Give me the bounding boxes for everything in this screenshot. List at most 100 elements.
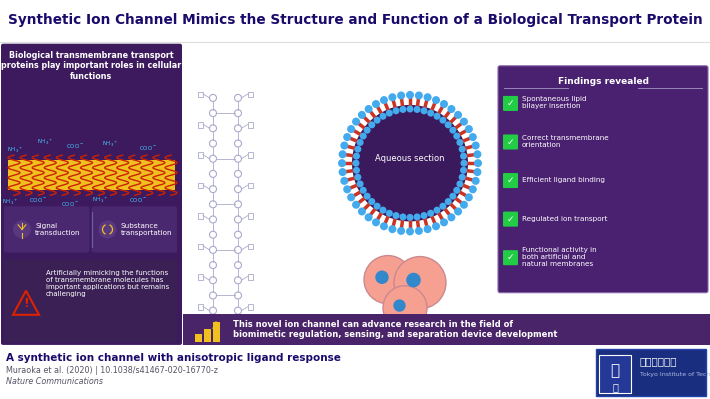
Circle shape [354, 174, 361, 181]
Text: Synthetic Ion Channel Mimics the Structure and Function of a Biological Transpor: Synthetic Ion Channel Mimics the Structu… [8, 14, 702, 28]
Circle shape [432, 96, 440, 104]
Circle shape [469, 133, 477, 141]
Circle shape [424, 225, 432, 233]
Text: Living cells: Living cells [387, 329, 433, 338]
FancyBboxPatch shape [498, 66, 708, 293]
Circle shape [415, 227, 423, 235]
Bar [8, 160, 175, 190]
Circle shape [420, 107, 427, 115]
Circle shape [474, 150, 481, 158]
Circle shape [469, 185, 477, 194]
Circle shape [372, 100, 380, 108]
Text: Functional activity in
both artificial and
natural membranes: Functional activity in both artificial a… [522, 247, 596, 267]
Text: ✓: ✓ [507, 99, 514, 108]
Text: Correct transmembrane
orientation: Correct transmembrane orientation [522, 135, 608, 148]
Circle shape [339, 150, 346, 158]
Circle shape [434, 113, 440, 120]
Text: A synthetic ion channel with anisotropic ligand response: A synthetic ion channel with anisotropic… [6, 353, 341, 363]
Circle shape [459, 174, 466, 181]
Circle shape [339, 168, 346, 176]
Circle shape [358, 207, 366, 215]
Text: Nature Communications: Nature Communications [6, 377, 103, 386]
Text: 工: 工 [611, 363, 620, 379]
Circle shape [440, 218, 448, 226]
Circle shape [386, 110, 393, 117]
Circle shape [407, 214, 413, 221]
Circle shape [459, 146, 466, 153]
FancyBboxPatch shape [503, 250, 518, 265]
Circle shape [347, 193, 355, 201]
FancyBboxPatch shape [503, 134, 518, 150]
Text: COO$^-$: COO$^-$ [139, 144, 157, 152]
Circle shape [397, 227, 405, 235]
Circle shape [413, 106, 420, 113]
Circle shape [454, 111, 462, 119]
Circle shape [388, 93, 396, 101]
Text: NH$_3$$^+$: NH$_3$$^+$ [37, 137, 53, 147]
Circle shape [338, 159, 346, 167]
Circle shape [400, 106, 406, 113]
Circle shape [354, 146, 361, 153]
Text: COO$^-$: COO$^-$ [129, 196, 147, 204]
Circle shape [434, 207, 440, 213]
Circle shape [365, 213, 373, 221]
Circle shape [352, 201, 360, 209]
Circle shape [343, 185, 351, 194]
FancyBboxPatch shape [596, 349, 706, 396]
Circle shape [454, 207, 462, 215]
Circle shape [397, 91, 405, 99]
Circle shape [368, 198, 376, 205]
Text: NH$_3$$^+$: NH$_3$$^+$ [92, 196, 108, 205]
Circle shape [393, 212, 400, 219]
Circle shape [364, 126, 371, 134]
Circle shape [457, 180, 464, 188]
Circle shape [460, 152, 467, 160]
Circle shape [358, 111, 366, 119]
Circle shape [388, 225, 396, 233]
Circle shape [465, 125, 473, 133]
Circle shape [13, 220, 31, 239]
Circle shape [449, 193, 457, 200]
FancyBboxPatch shape [4, 206, 89, 253]
Text: Regulated ion transport: Regulated ion transport [522, 215, 608, 221]
Bar [213, 322, 220, 342]
Circle shape [368, 121, 376, 128]
Text: Efficient ligand binding: Efficient ligand binding [522, 177, 605, 183]
Text: Artificially mimicking the functions
of transmembrane molecules has
important ap: Artificially mimicking the functions of … [46, 270, 169, 296]
Circle shape [365, 105, 373, 113]
FancyBboxPatch shape [599, 355, 631, 393]
FancyBboxPatch shape [503, 211, 518, 227]
Text: 大: 大 [612, 382, 618, 392]
Circle shape [460, 167, 467, 174]
Circle shape [356, 180, 364, 188]
Circle shape [383, 286, 427, 330]
Circle shape [460, 118, 468, 126]
Bar [195, 334, 202, 342]
Circle shape [394, 257, 446, 309]
Circle shape [453, 187, 460, 194]
Text: 東京工業大学: 東京工業大学 [640, 356, 677, 366]
Circle shape [340, 142, 349, 150]
Circle shape [380, 222, 388, 230]
Circle shape [420, 212, 427, 219]
Circle shape [353, 167, 360, 174]
Text: NH$_3$$^+$: NH$_3$$^+$ [2, 198, 18, 207]
Circle shape [432, 222, 440, 230]
Circle shape [400, 213, 406, 221]
Text: Unilamellar vesicles: Unilamellar vesicles [368, 78, 452, 87]
FancyBboxPatch shape [503, 96, 518, 111]
Circle shape [406, 273, 421, 287]
Circle shape [439, 117, 447, 124]
Text: COO$^-$: COO$^-$ [29, 196, 47, 204]
Circle shape [406, 227, 414, 235]
Text: Spontaneous lipid
bilayer insertion: Spontaneous lipid bilayer insertion [522, 97, 586, 109]
Circle shape [406, 91, 414, 99]
Text: !: ! [23, 297, 29, 310]
Circle shape [415, 91, 423, 99]
FancyBboxPatch shape [4, 260, 177, 342]
Circle shape [424, 93, 432, 101]
Circle shape [457, 139, 464, 146]
Circle shape [474, 159, 482, 167]
Circle shape [352, 118, 360, 126]
Text: Substance
transportation: Substance transportation [121, 223, 172, 236]
